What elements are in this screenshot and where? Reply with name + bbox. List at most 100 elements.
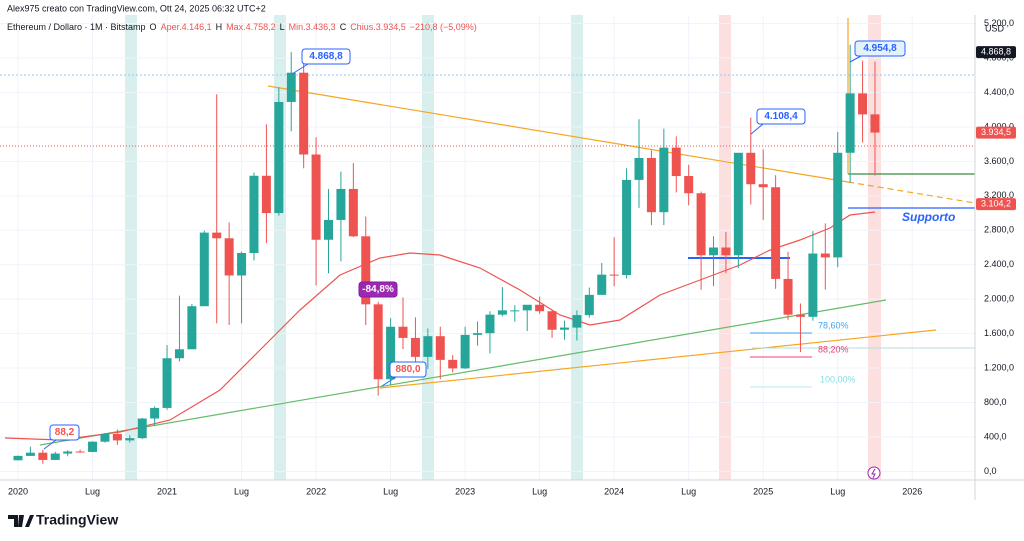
y-tick-label: 800,0 (984, 397, 1007, 407)
candle-body (423, 336, 433, 357)
candle-body (50, 453, 60, 460)
candle-body (820, 253, 830, 258)
y-tick-label: 3.600,0 (984, 156, 1014, 166)
candle-body (547, 311, 557, 330)
candle-body (324, 219, 333, 240)
y-tick-label: 1.600,0 (984, 328, 1014, 338)
candle-body (100, 434, 110, 442)
grid-layer (0, 15, 975, 480)
price-tag (976, 198, 1016, 211)
candle-body (249, 175, 259, 254)
candle-body (112, 434, 122, 441)
candle-body (634, 157, 644, 180)
callout-box (389, 361, 427, 378)
candle-body (274, 101, 284, 214)
brand-name: TradingView (36, 512, 118, 528)
candle-body (808, 253, 818, 317)
candle-body (398, 326, 408, 338)
callout-box (854, 40, 906, 57)
candle-body (584, 294, 594, 316)
highlight-band (125, 15, 137, 480)
candle-body (709, 247, 719, 256)
callout-pointer (750, 123, 764, 135)
callout-label: 4.108,4 (764, 111, 798, 122)
callout-box (358, 281, 398, 298)
x-tick-label: 2021 (157, 486, 177, 496)
trend-line (379, 329, 937, 389)
support-label: Supporto (902, 210, 955, 224)
candle-body (771, 187, 781, 279)
candle-body (311, 154, 321, 240)
candle-body (795, 314, 805, 317)
candle-body (299, 72, 309, 155)
callout-pointer (381, 376, 397, 387)
candle-body (522, 304, 532, 311)
candle-body (75, 451, 85, 453)
candle-body (25, 452, 35, 456)
legend-title: Ethereum / Dollaro · 1M · Bitstamp (7, 22, 146, 32)
candle-body (286, 72, 296, 102)
fib-label: 78,60% (818, 320, 849, 330)
event-icon[interactable] (867, 466, 881, 480)
callout-pointer (849, 55, 862, 63)
y-tick-label: 0,0 (984, 466, 997, 476)
candle-body (696, 193, 706, 256)
y-tick-label: 5.200,0 (984, 18, 1014, 28)
event-icon (871, 468, 876, 479)
legend-item: Min.3.436,3 (289, 22, 336, 32)
candle-body (187, 306, 197, 350)
candle-body (212, 232, 222, 239)
price-tag (976, 126, 1016, 139)
highlight-band (571, 15, 583, 480)
price-tag-label: 3.104,2 (981, 198, 1011, 208)
candle-body (336, 188, 346, 220)
candle-body (746, 152, 756, 185)
callout-box (301, 48, 351, 65)
candle-body (535, 304, 545, 312)
candle-body (597, 274, 607, 295)
x-tick-label: 2026 (902, 486, 922, 496)
candle-body (758, 184, 768, 188)
callout-box (756, 108, 806, 125)
candle-body (224, 238, 234, 276)
candle-body (609, 274, 619, 276)
candle-body (485, 314, 495, 334)
callout-label: 88,2 (55, 427, 75, 438)
price-tag-label: 4.868,8 (981, 47, 1011, 57)
price-tag (976, 46, 1016, 59)
candle-body (150, 407, 160, 419)
candle-body (125, 438, 135, 441)
candle-body (510, 310, 520, 312)
callout-label: -84,8% (362, 284, 394, 295)
candle-body (783, 278, 793, 315)
candle-body (348, 188, 358, 237)
price-tag-label: 3.934,5 (981, 127, 1011, 137)
candle-body (137, 418, 147, 439)
author-line: Alex975 creato con TradingView.com, Ott … (7, 3, 266, 13)
candle-body (721, 247, 731, 256)
candle-body (646, 157, 656, 213)
candle-body (199, 232, 209, 307)
candle-body (671, 147, 681, 177)
candle-body (559, 327, 569, 330)
trend-line (267, 85, 849, 183)
candle-body (858, 93, 868, 115)
fib-label: 88,20% (818, 344, 849, 354)
background-layer (125, 15, 881, 480)
y-tick-label: 2.000,0 (984, 294, 1014, 304)
legend-item: Aper.4.146,1 (161, 22, 212, 32)
x-tick-label: 2022 (306, 486, 326, 496)
callout-label: 4.868,8 (309, 51, 343, 62)
candle-body (410, 337, 420, 357)
candle-body (497, 310, 507, 315)
y-tick-label: 2.400,0 (984, 259, 1014, 269)
candle-body (261, 175, 271, 214)
legend-item: O (150, 22, 157, 32)
candle-body (833, 152, 843, 258)
candle-body (448, 359, 458, 369)
candle-body (659, 147, 669, 213)
logo-mark (8, 515, 34, 527)
legend-item: C (340, 22, 347, 32)
candle-body (88, 441, 98, 452)
